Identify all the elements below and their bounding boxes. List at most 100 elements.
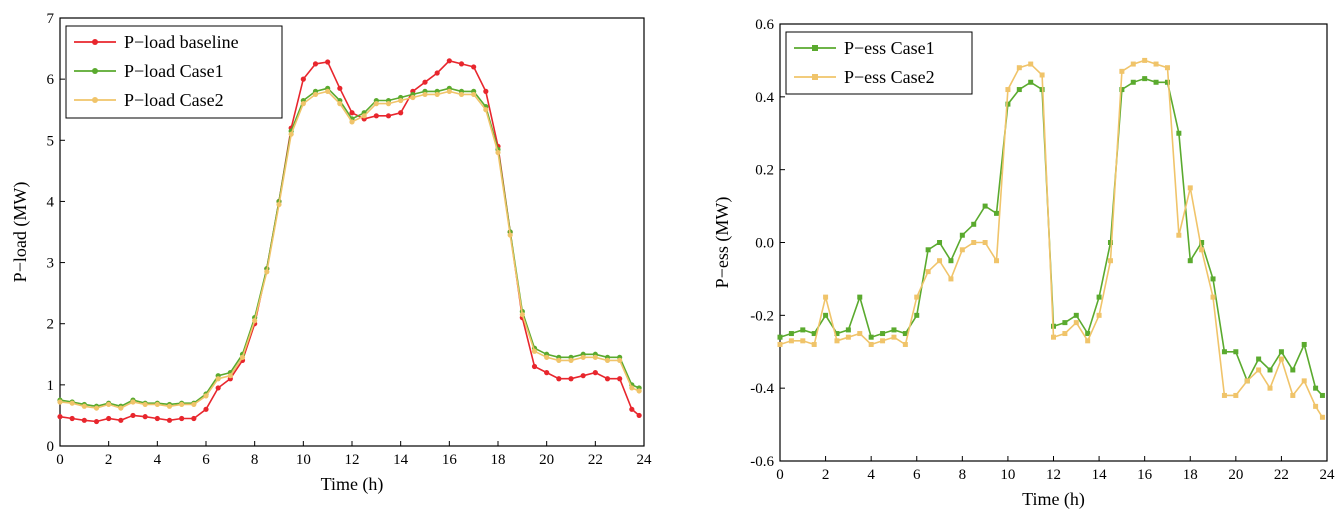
data-point — [845, 334, 851, 340]
data-point — [868, 334, 874, 340]
data-point — [1319, 392, 1325, 398]
data-point — [130, 399, 136, 405]
legend: P−ess Case1 P−ess Case2 — [785, 31, 973, 95]
data-point — [857, 331, 863, 337]
data-point — [495, 149, 501, 156]
data-point — [1290, 392, 1296, 398]
data-point — [959, 232, 965, 238]
y-tick-label: 0.0 — [755, 236, 774, 252]
data-point — [823, 312, 829, 318]
legend-box — [785, 31, 973, 95]
data-point — [203, 406, 209, 412]
x-tick-label: 24 — [1320, 467, 1336, 483]
data-point — [1210, 294, 1216, 300]
data-point — [592, 354, 598, 360]
series-0 — [57, 58, 642, 425]
x-tick-label: 2 — [822, 467, 830, 483]
data-point — [312, 61, 319, 67]
y-tick-label: 0.2 — [755, 163, 774, 179]
data-point — [1085, 338, 1091, 344]
data-point — [1028, 79, 1034, 85]
data-point — [857, 294, 863, 300]
x-tick-label: 6 — [913, 467, 921, 483]
x-tick-label: 20 — [1228, 467, 1243, 483]
legend-marker — [812, 74, 818, 80]
data-point — [1142, 57, 1148, 63]
data-point — [556, 376, 562, 382]
data-point — [106, 401, 112, 408]
legend-marker — [92, 39, 98, 45]
data-point — [276, 201, 282, 208]
data-point — [130, 412, 136, 419]
data-point — [1119, 68, 1125, 74]
data-point — [1028, 61, 1034, 67]
data-point — [1267, 385, 1273, 391]
x-tick-label: 6 — [202, 452, 210, 468]
data-point — [1256, 367, 1262, 373]
data-point — [69, 415, 75, 422]
data-point — [1244, 378, 1250, 384]
data-point — [994, 258, 1000, 264]
data-point — [191, 415, 197, 422]
data-point — [215, 376, 221, 382]
data-point — [385, 113, 392, 119]
data-point — [1164, 65, 1170, 71]
data-point — [1119, 87, 1125, 93]
y-tick-label: -0.4 — [750, 381, 774, 397]
data-point — [556, 357, 562, 363]
data-point — [227, 373, 233, 379]
data-point — [434, 70, 440, 76]
data-point — [1313, 403, 1319, 409]
x-tick-label: 10 — [1000, 467, 1015, 483]
data-point — [1016, 87, 1022, 93]
y-tick-label: 2 — [47, 317, 55, 333]
data-point — [959, 247, 965, 253]
data-point — [811, 341, 817, 347]
data-point — [580, 373, 586, 379]
chart-p-ess: 0 2 4 6 8 10 12 14 16 18 20 22 240.60.40.20.0-0.2-0.… — [712, 17, 1335, 510]
data-point — [925, 269, 931, 275]
data-point — [264, 269, 270, 275]
data-point — [1096, 294, 1102, 300]
data-point — [300, 101, 306, 107]
data-point — [880, 331, 886, 337]
data-point — [868, 341, 874, 347]
data-point — [914, 294, 920, 300]
data-point — [1176, 232, 1182, 238]
x-tick-label: 0 — [776, 467, 784, 483]
data-point — [617, 376, 623, 382]
x-axis-title: Time (h) — [321, 474, 384, 495]
data-point — [166, 417, 173, 423]
data-point — [1107, 240, 1113, 245]
y-tick-label: -0.6 — [750, 454, 774, 470]
data-point — [629, 406, 635, 412]
y-axis-title: P−load (MW) — [10, 182, 31, 283]
data-point — [154, 415, 160, 422]
data-point — [1062, 320, 1068, 326]
data-point — [1221, 392, 1227, 398]
data-point — [788, 338, 794, 344]
data-point — [179, 401, 185, 408]
x-axis-title: Time (h) — [1022, 489, 1085, 510]
series-0 — [777, 76, 1325, 398]
data-point — [398, 97, 404, 104]
data-point — [1107, 258, 1113, 264]
data-point — [349, 110, 355, 116]
x-tick-label: 12 — [1046, 467, 1061, 483]
data-point — [203, 393, 209, 399]
data-point — [1153, 61, 1159, 67]
data-point — [410, 94, 416, 101]
y-tick-label: 4 — [47, 194, 55, 210]
x-tick-label: 14 — [393, 452, 409, 468]
data-point — [1187, 185, 1193, 191]
data-point — [1051, 334, 1056, 340]
data-point — [568, 357, 574, 363]
legend-marker — [92, 68, 98, 74]
y-tick-label: 0 — [47, 439, 55, 455]
data-point — [349, 119, 355, 125]
legend-label: P−ess Case2 — [844, 67, 935, 87]
data-point — [1199, 247, 1205, 253]
y-tick-label: 1 — [47, 378, 55, 394]
x-tick-label: 18 — [491, 452, 506, 468]
